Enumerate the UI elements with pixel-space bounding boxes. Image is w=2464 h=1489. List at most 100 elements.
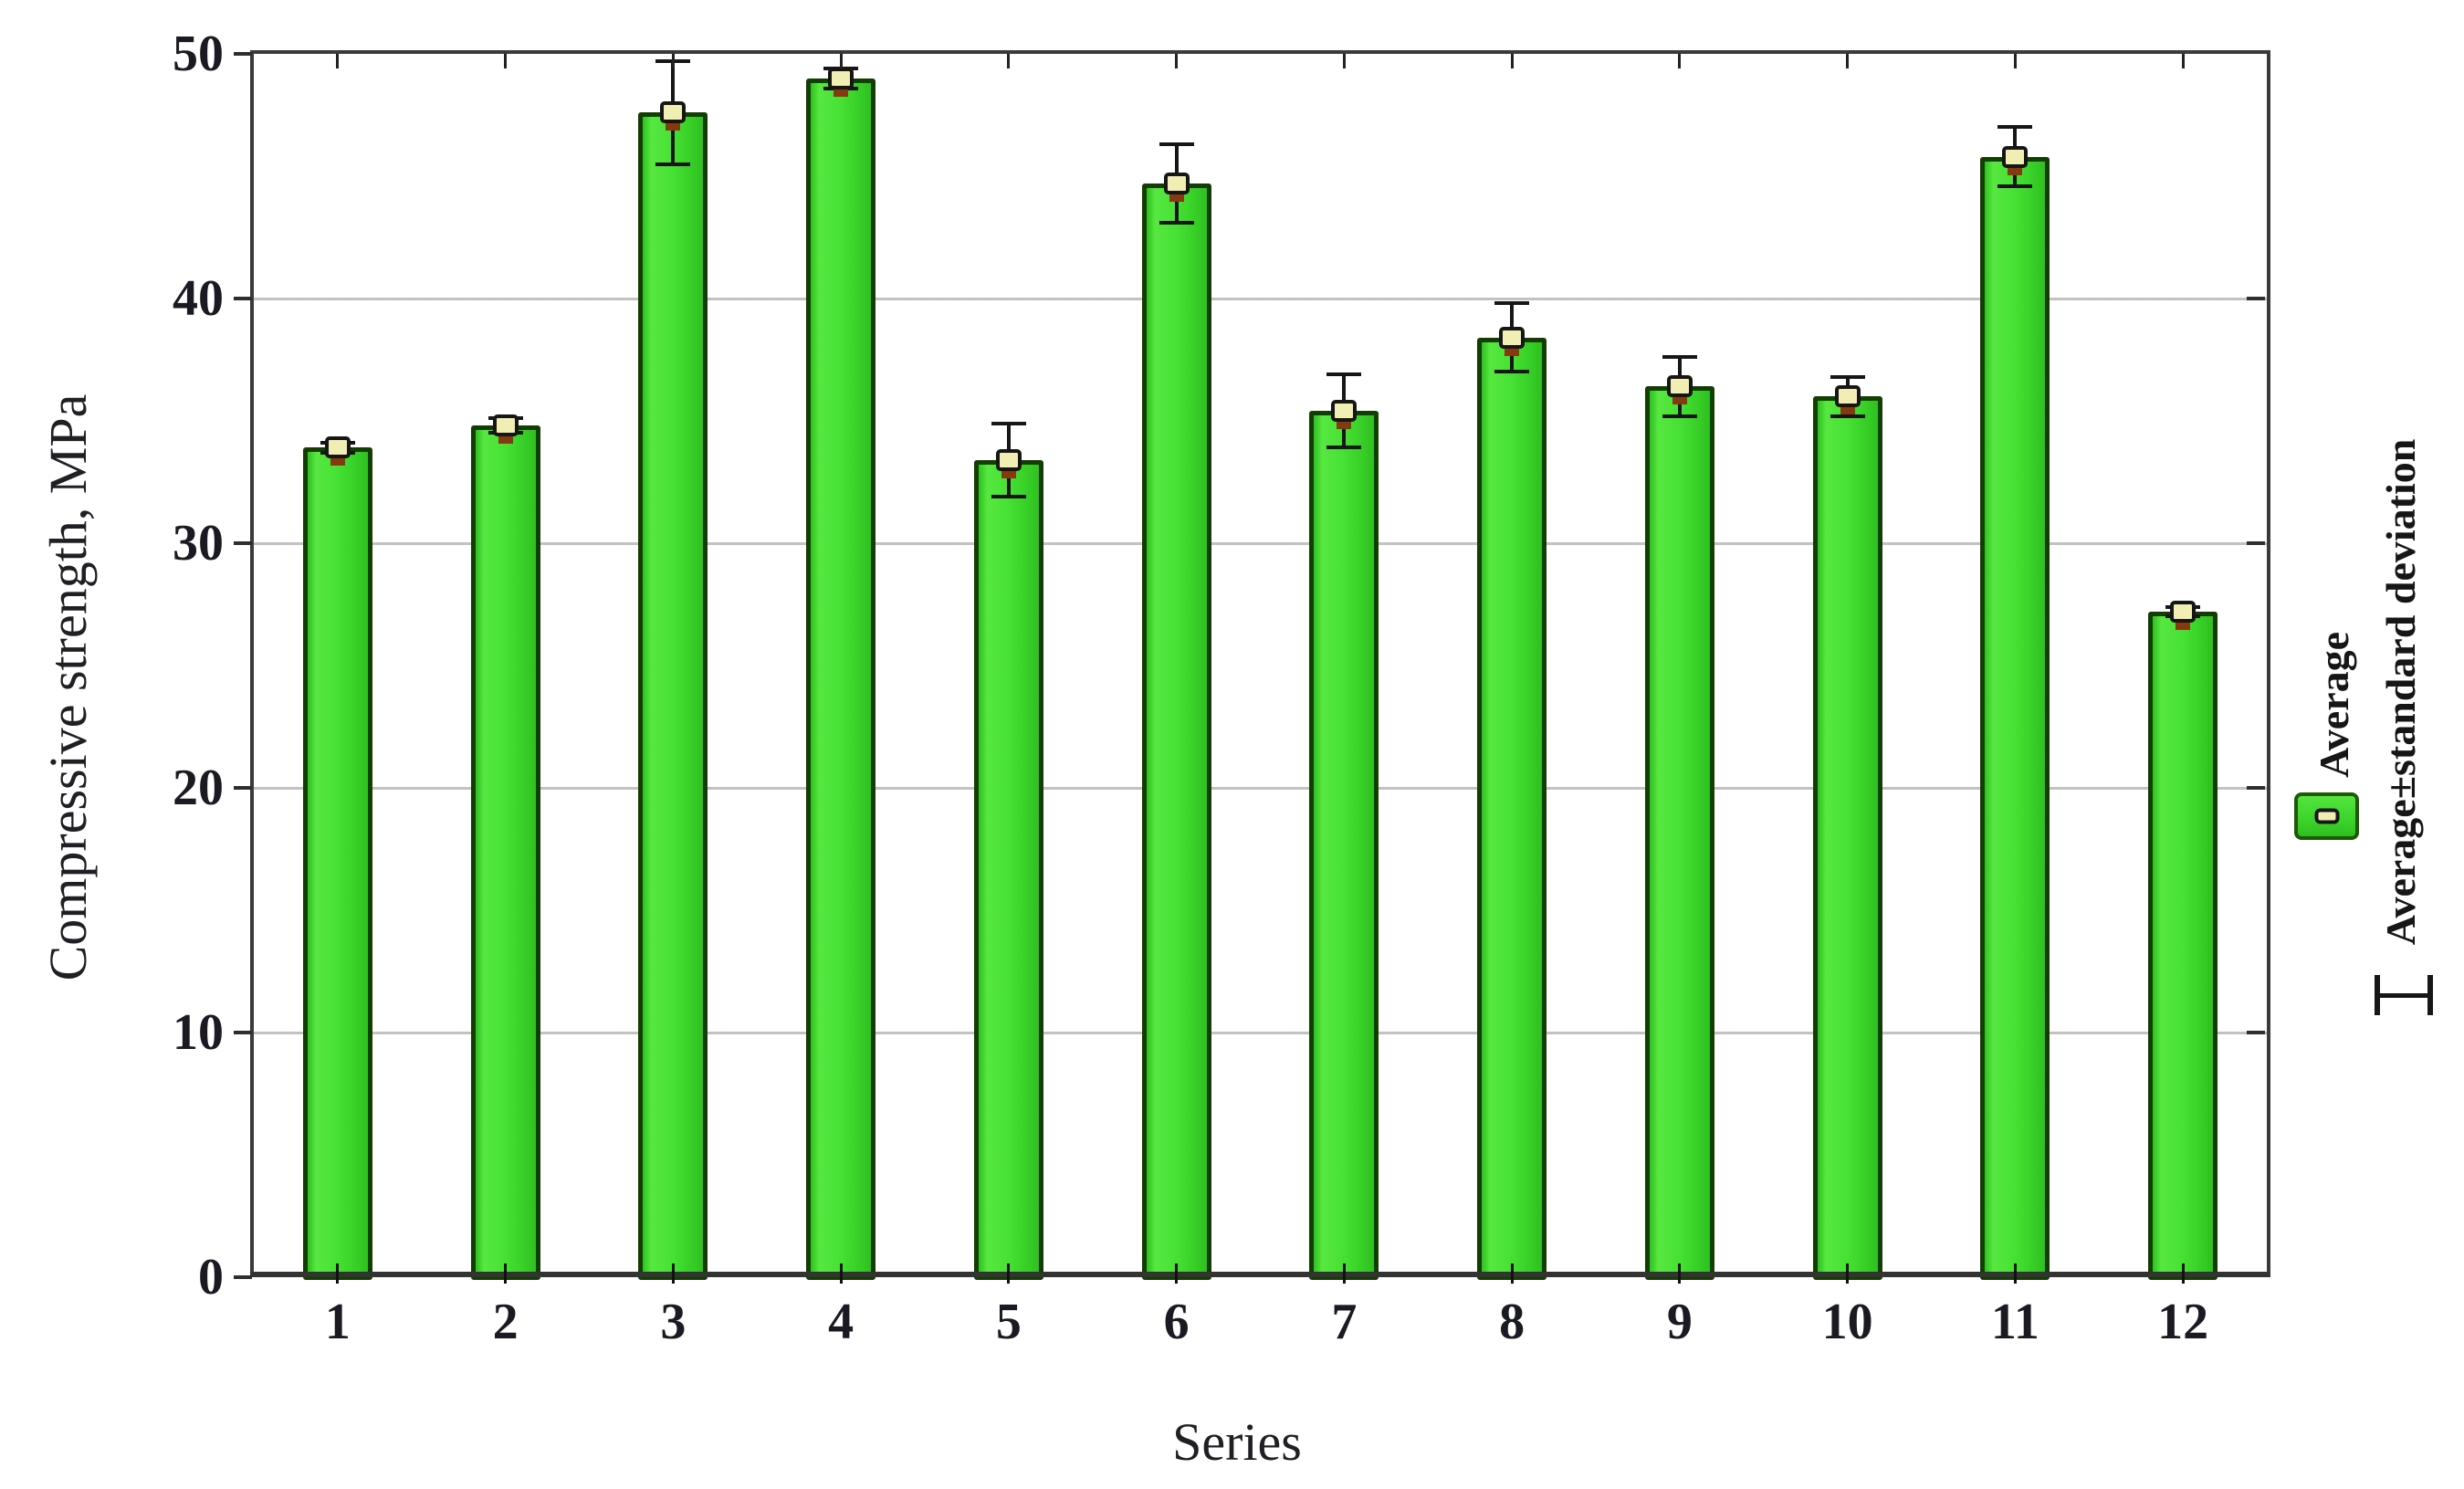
x-tick-top: [504, 54, 508, 68]
x-tick-top: [671, 54, 675, 68]
y-tick-left: [234, 1275, 252, 1279]
error-bar-top-cap: [1997, 125, 2033, 130]
mean-marker-shadow: [330, 457, 345, 467]
x-tick-label: 3: [660, 1294, 687, 1350]
mean-marker-shadow: [1672, 396, 1687, 405]
x-tick-bottom: [1678, 1264, 1682, 1284]
x-tick-bottom: [671, 1264, 675, 1284]
error-bar-top-cap: [1830, 374, 1865, 379]
gridline: [254, 786, 2267, 790]
error-bar-bottom-cap: [1997, 184, 2033, 188]
x-tick-bottom: [1846, 1264, 1850, 1284]
x-tick-label: 4: [828, 1294, 855, 1350]
gridline: [254, 541, 2267, 545]
mean-marker-shadow: [666, 122, 681, 131]
legend-errorbar-icon: [2375, 975, 2433, 1015]
x-tick-bottom: [1342, 1264, 1346, 1284]
y-tick-right: [2247, 541, 2265, 545]
error-bar-top-cap: [1662, 355, 1697, 360]
mean-marker: [828, 67, 855, 89]
error-bar-bottom-cap: [1830, 414, 1865, 418]
bar: [1812, 396, 1882, 1280]
mean-marker: [1666, 375, 1693, 398]
legend-stddev-label: Average±standard deviation: [2377, 438, 2424, 946]
error-bar-top-cap: [991, 421, 1026, 425]
error-bar-top-cap: [1494, 301, 1530, 306]
x-tick-top: [839, 54, 843, 68]
mean-marker: [492, 414, 519, 437]
x-tick-label: 7: [1331, 1294, 1358, 1350]
x-tick-label: 10: [1821, 1294, 1873, 1350]
bar: [1141, 184, 1211, 1280]
x-tick-bottom: [1175, 1264, 1179, 1284]
x-tick-bottom: [2013, 1264, 2017, 1284]
gridline: [254, 297, 2267, 300]
mean-marker: [324, 436, 351, 459]
x-tick-label: 12: [2157, 1294, 2209, 1350]
mean-marker-shadow: [2008, 166, 2023, 175]
y-axis-title: Compressive strength, MPa: [38, 393, 98, 981]
plot-area: [250, 50, 2270, 1277]
bar: [1477, 337, 1547, 1280]
x-tick-label: 9: [1666, 1294, 1693, 1350]
x-tick-top: [1175, 54, 1179, 68]
y-tick-label: 40: [173, 270, 224, 327]
x-tick-top: [2181, 54, 2185, 68]
mean-marker: [1834, 385, 1861, 408]
error-bar-bottom-cap: [655, 162, 691, 166]
error-bar-bottom-cap: [991, 495, 1026, 499]
mean-marker-shadow: [1505, 347, 1520, 356]
error-bar-bottom-cap: [1326, 446, 1362, 450]
gridline: [254, 1031, 2267, 1034]
mean-marker-shadow: [2176, 622, 2191, 631]
x-tick-bottom: [2181, 1264, 2185, 1284]
x-tick-label: 2: [492, 1294, 519, 1350]
errorbar-right-cap: [2427, 975, 2433, 1015]
bar: [1309, 411, 1379, 1280]
x-tick-top: [2013, 54, 2017, 68]
y-tick-label: 50: [173, 26, 224, 82]
x-tick-top: [336, 54, 340, 68]
bar: [1644, 386, 1714, 1280]
y-tick-label: 10: [173, 1004, 224, 1061]
bar: [302, 447, 372, 1280]
mean-marker: [2170, 601, 2197, 624]
x-tick-label: 8: [1499, 1294, 1526, 1350]
x-tick-top: [1342, 54, 1346, 68]
y-tick-left: [234, 786, 252, 790]
error-bar-top-cap: [1326, 372, 1362, 377]
error-bar-bottom-cap: [1494, 370, 1530, 374]
mean-marker-shadow: [1169, 194, 1184, 203]
bar: [973, 459, 1043, 1280]
y-tick-right: [2247, 1031, 2265, 1034]
y-tick-label: 0: [198, 1249, 224, 1305]
bar: [1980, 156, 2050, 1280]
x-tick-top: [1678, 54, 1682, 68]
error-bar-top-cap: [1159, 142, 1194, 147]
x-tick-top: [1846, 54, 1850, 68]
mean-marker: [995, 448, 1022, 471]
bar: [470, 425, 540, 1280]
x-axis-line: [250, 1272, 2270, 1277]
x-tick-top: [1510, 54, 1514, 68]
mean-marker: [1163, 173, 1190, 195]
y-tick-right: [2247, 786, 2265, 790]
x-tick-label: 11: [1990, 1294, 2039, 1350]
mean-marker: [2002, 145, 2029, 168]
mean-marker-shadow: [1001, 469, 1016, 478]
x-tick-top: [1007, 54, 1011, 68]
errorbar-stem: [2375, 993, 2433, 998]
error-bar-bottom-cap: [1159, 220, 1194, 225]
mean-marker: [1331, 400, 1358, 423]
y-tick-left: [234, 52, 252, 56]
mean-marker: [1499, 326, 1526, 349]
x-tick-bottom: [839, 1264, 843, 1284]
y-tick-right: [2247, 297, 2265, 300]
x-tick-label: 5: [995, 1294, 1022, 1350]
bar: [638, 112, 708, 1280]
mean-marker-shadow: [1840, 406, 1855, 415]
x-tick-bottom: [504, 1264, 508, 1284]
x-tick-bottom: [336, 1264, 340, 1284]
mean-marker-shadow: [498, 435, 513, 445]
